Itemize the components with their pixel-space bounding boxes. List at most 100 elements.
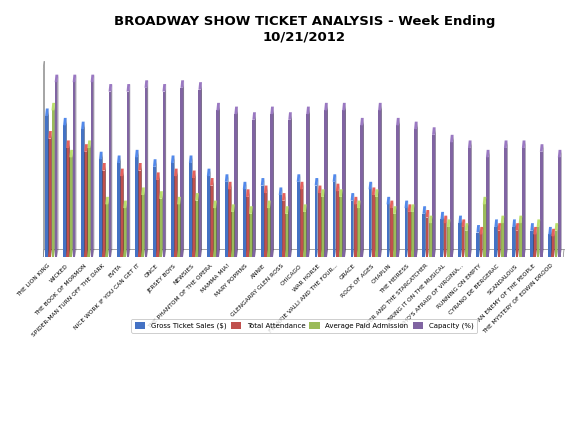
Polygon shape (84, 144, 88, 152)
Polygon shape (321, 189, 325, 197)
Polygon shape (396, 125, 399, 257)
Polygon shape (217, 110, 219, 257)
Polygon shape (285, 214, 288, 257)
Polygon shape (231, 182, 232, 257)
Polygon shape (123, 208, 126, 257)
Polygon shape (196, 201, 198, 257)
Polygon shape (126, 201, 127, 257)
Polygon shape (350, 201, 353, 257)
Polygon shape (386, 197, 390, 204)
Polygon shape (48, 139, 51, 257)
Polygon shape (297, 174, 300, 182)
Polygon shape (72, 150, 73, 257)
Polygon shape (81, 122, 84, 129)
Polygon shape (156, 159, 157, 257)
Polygon shape (303, 212, 306, 257)
Polygon shape (213, 208, 216, 257)
Polygon shape (414, 129, 417, 257)
Polygon shape (372, 187, 375, 195)
Polygon shape (417, 122, 418, 257)
Polygon shape (156, 180, 159, 257)
Polygon shape (512, 220, 516, 227)
Polygon shape (117, 163, 120, 257)
Polygon shape (477, 225, 480, 232)
Polygon shape (441, 212, 444, 220)
Polygon shape (270, 107, 274, 114)
Polygon shape (109, 92, 111, 257)
Polygon shape (516, 223, 519, 231)
Polygon shape (69, 140, 70, 257)
Polygon shape (551, 227, 552, 257)
Polygon shape (87, 140, 91, 148)
Polygon shape (345, 103, 346, 257)
Polygon shape (198, 193, 199, 257)
Polygon shape (468, 148, 471, 257)
Polygon shape (486, 158, 489, 257)
Polygon shape (342, 103, 346, 110)
Polygon shape (91, 82, 94, 257)
Polygon shape (324, 110, 327, 257)
Polygon shape (519, 216, 522, 223)
Polygon shape (306, 114, 309, 257)
Polygon shape (315, 178, 318, 186)
Polygon shape (429, 216, 432, 223)
Polygon shape (542, 144, 544, 257)
Polygon shape (87, 144, 88, 257)
Polygon shape (270, 201, 271, 257)
Polygon shape (219, 103, 220, 257)
Polygon shape (253, 112, 256, 120)
Polygon shape (54, 103, 55, 257)
Polygon shape (282, 201, 285, 257)
Polygon shape (141, 195, 144, 257)
Polygon shape (521, 216, 522, 257)
Polygon shape (189, 163, 191, 257)
Polygon shape (159, 191, 163, 199)
Polygon shape (159, 199, 162, 257)
Polygon shape (120, 176, 123, 257)
Polygon shape (291, 112, 292, 257)
Polygon shape (404, 201, 408, 208)
Polygon shape (447, 227, 450, 257)
Polygon shape (306, 204, 307, 257)
Polygon shape (464, 220, 465, 257)
Polygon shape (414, 122, 418, 129)
Polygon shape (354, 197, 357, 204)
Polygon shape (339, 189, 343, 197)
Polygon shape (55, 74, 58, 82)
Polygon shape (129, 84, 130, 257)
Polygon shape (55, 82, 58, 257)
Polygon shape (243, 189, 246, 257)
Polygon shape (237, 107, 238, 257)
Polygon shape (450, 143, 453, 257)
Polygon shape (360, 125, 363, 257)
Polygon shape (336, 191, 339, 257)
Polygon shape (494, 220, 498, 227)
Polygon shape (156, 172, 159, 180)
Polygon shape (234, 204, 235, 257)
Polygon shape (213, 201, 217, 208)
Polygon shape (180, 80, 184, 88)
Polygon shape (354, 204, 357, 257)
Polygon shape (48, 108, 49, 257)
Polygon shape (522, 148, 525, 257)
Polygon shape (162, 191, 163, 257)
Polygon shape (189, 155, 193, 163)
Polygon shape (432, 135, 435, 257)
Polygon shape (210, 178, 214, 186)
Polygon shape (174, 176, 177, 257)
Polygon shape (378, 110, 381, 257)
Polygon shape (498, 231, 501, 257)
Polygon shape (465, 223, 469, 231)
Polygon shape (339, 197, 342, 257)
Polygon shape (530, 231, 533, 257)
Polygon shape (171, 163, 174, 257)
Polygon shape (52, 110, 54, 257)
Polygon shape (111, 84, 112, 257)
Polygon shape (63, 125, 66, 257)
Polygon shape (309, 107, 310, 257)
Polygon shape (396, 118, 400, 125)
Polygon shape (207, 176, 210, 257)
Polygon shape (425, 210, 430, 217)
Polygon shape (375, 189, 378, 197)
Polygon shape (353, 193, 354, 257)
